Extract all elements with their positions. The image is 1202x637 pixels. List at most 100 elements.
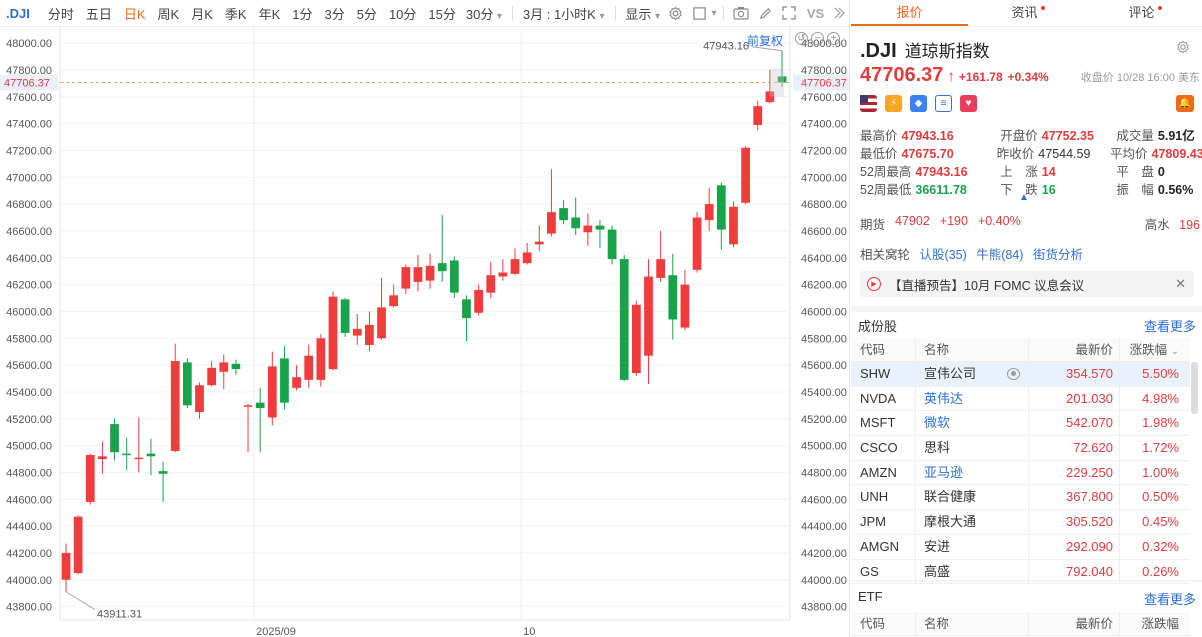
col-code[interactable]: 代码 xyxy=(851,612,916,635)
favorite-heart-icon[interactable]: ♥ xyxy=(960,95,977,112)
tab-quote[interactable]: 报价 xyxy=(851,0,968,26)
stat-label: 上 涨 xyxy=(1000,165,1038,179)
draw-pen-icon[interactable] xyxy=(757,4,773,22)
col-name[interactable]: 名称 xyxy=(916,612,1029,635)
candle-body xyxy=(61,552,71,580)
cell-last-text: 542.070 xyxy=(1066,415,1113,431)
cell-name[interactable]: 亚马逊 xyxy=(916,460,1029,485)
table-row[interactable]: AMZN 亚马逊 229.250 1.00% xyxy=(851,460,1190,486)
display-dropdown-label: 显示 xyxy=(625,6,652,22)
alert-bell-icon[interactable]: 🔔 xyxy=(1176,95,1194,112)
link-cbbc[interactable]: 牛熊(84) xyxy=(976,248,1024,262)
y-tick-label-right: 46800.00 xyxy=(801,199,847,211)
cell-last: 542.070 xyxy=(1029,411,1120,436)
etf-header: ETF 查看更多 xyxy=(858,589,1196,608)
table-row[interactable]: JPM 摩根大通 305.520 0.45% xyxy=(851,510,1190,535)
display-dropdown[interactable]: 显示 ▾ xyxy=(621,4,664,23)
cell-code-text: JPM xyxy=(860,514,886,530)
tag-icon[interactable]: ◆ xyxy=(910,95,927,112)
chevron-down-icon[interactable]: ▾ xyxy=(711,7,717,19)
timeframe-6[interactable]: 年K xyxy=(258,6,281,22)
timeframe-11[interactable]: 15分 xyxy=(428,6,456,22)
timeframe-4[interactable]: 月K xyxy=(191,6,213,22)
y-tick-label-right: 47200.00 xyxy=(801,145,847,157)
range-dropdown[interactable]: 3月 : 1小时K ▾ xyxy=(519,4,609,23)
collapse-icon[interactable] xyxy=(830,4,846,22)
candle-body xyxy=(607,229,617,260)
futures-pct: +0.40% xyxy=(977,214,1021,228)
candle-body xyxy=(280,358,289,403)
cell-name[interactable]: 英伟达 xyxy=(916,386,1029,411)
lightning-icon[interactable]: ⚡ xyxy=(885,95,902,112)
interval-dropdown[interactable]: 30分 ▾ xyxy=(462,4,506,23)
timeframe-5[interactable]: 季K xyxy=(224,6,247,22)
timeframe-list: 分时 五日 日K 周K 月K 季K 年K 1分 3分 5分 10分 15分 xyxy=(42,4,462,23)
tab-comments[interactable]: 评论 xyxy=(1085,0,1202,26)
table-row[interactable]: SHW 宣伟公司 354.570 5.50% xyxy=(851,362,1190,387)
camera-icon[interactable] xyxy=(733,4,750,22)
timeframe-7[interactable]: 1分 xyxy=(292,6,313,22)
link-warrants[interactable]: 认股(35) xyxy=(919,248,967,262)
table-row[interactable]: CSCO 思科 72.620 1.72% xyxy=(851,436,1190,461)
timeframe-8[interactable]: 3分 xyxy=(324,6,345,22)
table-row[interactable]: GS 高盛 792.040 0.26% xyxy=(851,559,1190,585)
cell-code: SHW xyxy=(851,362,916,386)
compare-button[interactable]: VS xyxy=(806,5,825,21)
timeframe-10[interactable]: 10分 xyxy=(388,6,417,22)
candle-body xyxy=(437,263,447,272)
live-banner[interactable]: ▶ 【直播预告】10月 FOMC 议息会议 ✕ xyxy=(860,271,1194,297)
cell-pct-text: 0.26% xyxy=(1142,563,1179,579)
reset-icon[interactable]: ↺ xyxy=(795,32,808,45)
y-tick-label-left: 47800.00 xyxy=(6,65,52,77)
candlestick-chart[interactable]: 43800.00 43800.00 44000.00 44000.00 44200.00… xyxy=(0,27,850,637)
candle-body xyxy=(304,355,314,380)
table-row[interactable]: UNH 联合健康 367.800 0.50% xyxy=(851,485,1190,511)
table-row[interactable]: AMGN 安进 292.090 0.32% xyxy=(851,534,1190,560)
scrollbar[interactable] xyxy=(1191,362,1198,414)
candle-body xyxy=(85,454,95,502)
candle-body xyxy=(668,275,678,320)
close-icon[interactable]: ✕ xyxy=(1175,276,1186,291)
eye-icon[interactable] xyxy=(1007,368,1020,380)
cell-name[interactable]: 微软 xyxy=(916,411,1029,436)
timeframe-9[interactable]: 5分 xyxy=(356,6,377,22)
col-pct[interactable]: 涨跌幅 ⌄ xyxy=(1120,338,1190,361)
timeframe-0[interactable]: 分时 xyxy=(47,6,74,22)
chevron-down-icon: ▾ xyxy=(655,10,661,22)
candle-body xyxy=(583,225,593,233)
col-name[interactable]: 名称 xyxy=(916,338,1029,361)
timeframe-1[interactable]: 五日 xyxy=(85,6,112,22)
col-code[interactable]: 代码 xyxy=(851,338,916,361)
col-last[interactable]: 最新价 xyxy=(1029,612,1120,635)
zoom-in-icon[interactable]: + xyxy=(827,32,840,45)
candle-body xyxy=(340,299,350,333)
fullscreen-icon[interactable] xyxy=(781,4,797,22)
expand-chevron-icon[interactable]: ▲ xyxy=(1019,192,1029,203)
last-price-tag-left xyxy=(0,74,58,91)
gear-icon[interactable] xyxy=(1176,40,1190,54)
chart-zoom-controls: ↺ − + xyxy=(795,32,840,45)
document-icon[interactable]: ≡ xyxy=(935,95,952,112)
col-pct[interactable]: 涨跌幅 xyxy=(1141,617,1179,631)
col-last[interactable]: 最新价 xyxy=(1029,338,1120,361)
settings-icon[interactable] xyxy=(668,4,684,22)
price-change-pct: +0.34% xyxy=(1007,70,1049,84)
table-row[interactable]: MSFT 微软 542.070 1.98% xyxy=(851,411,1190,437)
indicator-checkbox-icon[interactable] xyxy=(692,4,708,22)
timeframe-3[interactable]: 周K xyxy=(157,6,180,22)
price-adjust-button[interactable]: 前复权 xyxy=(747,34,784,48)
zoom-out-icon[interactable]: − xyxy=(811,32,824,45)
cell-pct: 0.50% xyxy=(1120,485,1190,509)
table-row[interactable]: NVDA 英伟达 201.030 4.98% xyxy=(851,386,1190,412)
components-more-link[interactable]: 查看更多 xyxy=(1143,319,1196,334)
link-street-analysis[interactable]: 街货分析 xyxy=(1032,248,1083,262)
etf-more-link[interactable]: 查看更多 xyxy=(1143,592,1196,607)
cell-last-text: 354.570 xyxy=(1066,366,1113,381)
y-tick-label-left: 46000.00 xyxy=(6,306,52,318)
cell-pct-text: 0.32% xyxy=(1142,538,1179,554)
y-tick-label-left: 46800.00 xyxy=(6,199,52,211)
tab-news[interactable]: 资讯 xyxy=(968,0,1085,26)
candle-body xyxy=(753,106,763,125)
timeframe-2[interactable]: 日K xyxy=(123,6,146,22)
